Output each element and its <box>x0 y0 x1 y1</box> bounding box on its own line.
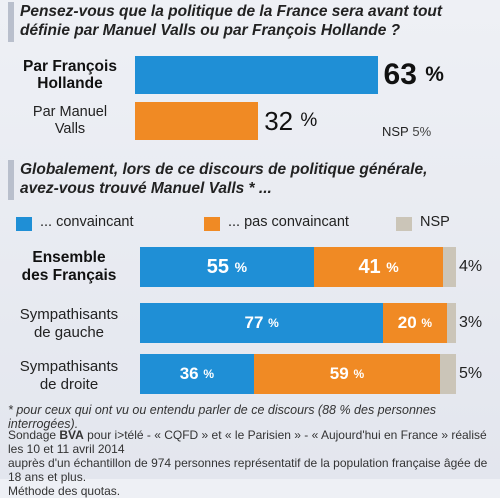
segment-label-ensemble-convaincant: 55 % <box>206 255 248 278</box>
row-label-droite: Sympathisants de droite <box>19 358 119 393</box>
question2-accent <box>8 160 14 200</box>
segment-droite-convaincant <box>140 354 254 394</box>
segment-label-ensemble-nsp: 4% <box>459 258 483 275</box>
segment-droite-nsp <box>440 354 456 394</box>
row-label-gauche: Sympathisants de gauche <box>19 306 119 341</box>
legend-swatch-pas-convaincant <box>204 217 220 231</box>
row-label-ensemble: Ensemble des Français <box>21 249 117 284</box>
q1-nsp: NSP 5% <box>382 124 432 139</box>
footnote: * pour ceux qui ont vu ou entendu parler… <box>8 403 437 431</box>
segment-droite-pas-convaincant <box>253 354 441 394</box>
question2-title: Globalement, lors de ce discours de poli… <box>20 161 428 197</box>
segment-label-droite-convaincant: 36 % <box>179 364 215 383</box>
segment-gauche-nsp <box>446 303 456 343</box>
q1-value-valls: 32 % <box>264 105 318 136</box>
legend-swatch-convaincant <box>16 217 32 231</box>
stacked-row-ensemble: 55 % 41 % 4% <box>140 247 496 287</box>
stacked-row-gauche: 77 % 20 % 3% <box>140 303 496 343</box>
segment-label-ensemble-pas-convaincant: 41 % <box>358 255 399 278</box>
q1-label-valls: Par Manuel Valls <box>32 104 108 137</box>
segment-ensemble-convaincant <box>140 247 314 287</box>
q1-label-hollande: Par François Hollande <box>23 58 117 92</box>
legend-label-pas-convaincant: ... pas convaincant <box>228 214 349 230</box>
legend-label-convaincant: ... convaincant <box>40 214 134 230</box>
segment-ensemble-pas-convaincant <box>313 247 444 287</box>
segment-gauche-pas-convaincant <box>383 303 447 343</box>
segment-gauche-convaincant <box>140 303 384 343</box>
segment-label-droite-pas-convaincant: 59 % <box>329 364 365 383</box>
segment-label-gauche-convaincant: 77 % <box>244 313 279 332</box>
stacked-row-droite: 36 % 59 % 5% <box>140 354 496 394</box>
source-note: Sondage BVA pour i>télé - « CQFD » et « … <box>8 428 488 498</box>
segment-label-gauche-nsp: 3% <box>459 314 483 331</box>
segment-label-gauche-pas-convaincant: 20 % <box>397 313 433 332</box>
q1-bar-hollande <box>135 56 378 94</box>
legend-swatch-nsp <box>396 217 412 231</box>
segment-ensemble-nsp <box>443 247 456 287</box>
legend-label-nsp: NSP <box>420 214 450 230</box>
question1-title: Pensez-vous que la politique de la Franc… <box>20 3 443 39</box>
q1-value-hollande: 63 % <box>383 58 444 91</box>
q1-bar-valls <box>135 102 259 140</box>
segment-label-droite-nsp: 5% <box>459 365 483 382</box>
question1-accent <box>8 2 14 42</box>
